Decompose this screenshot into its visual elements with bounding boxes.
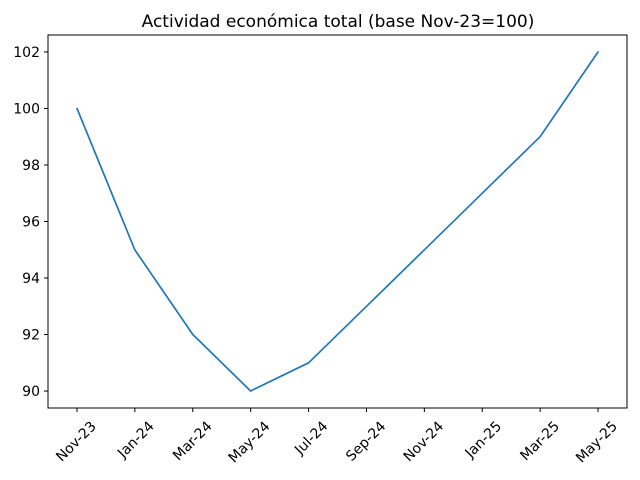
y-tick-label: 102 xyxy=(13,45,40,61)
x-tick-label: May-24 xyxy=(226,418,274,466)
x-tick-label: May-25 xyxy=(573,419,621,467)
chart-title: Actividad económica total (base Nov-23=1… xyxy=(142,12,535,32)
x-tick-label: Jan-25 xyxy=(462,419,505,462)
x-tick-label: Sep-24 xyxy=(343,418,389,464)
x-tick-label: Jan-24 xyxy=(114,418,158,462)
x-tick-label: Jul-24 xyxy=(291,418,331,458)
y-tick-label: 90 xyxy=(22,384,40,400)
x-tick-label: Mar-25 xyxy=(517,419,563,465)
plot-frame xyxy=(47,34,628,409)
x-tick-label: Mar-24 xyxy=(170,418,216,464)
x-tick-label: Nov-23 xyxy=(53,419,100,466)
y-tick-label: 100 xyxy=(13,101,40,117)
y-tick-label: 92 xyxy=(22,328,40,344)
y-tick-label: 94 xyxy=(22,271,40,287)
series-line xyxy=(76,51,599,392)
y-tick-label: 96 xyxy=(22,215,40,231)
y-tick-label: 98 xyxy=(22,158,40,174)
x-tick-label: Nov-24 xyxy=(401,418,448,465)
